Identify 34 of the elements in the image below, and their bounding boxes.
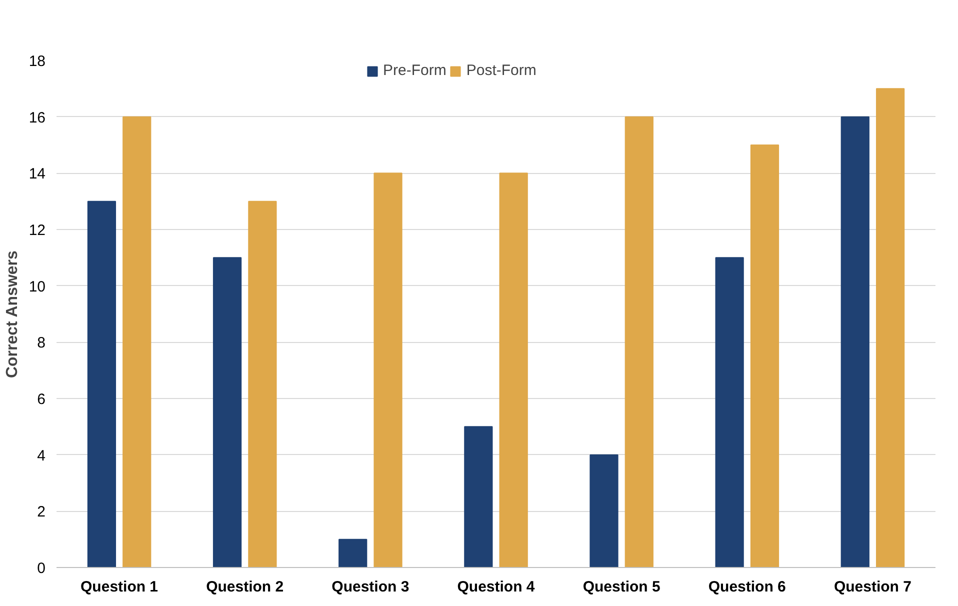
y-tick-label: 8 [37,334,46,352]
y-tick-label: 18 [28,53,46,70]
x-tick-label: Question 6 [708,578,786,596]
x-tick-label: Question 7 [834,578,912,596]
x-tick-label: Question 4 [457,578,536,596]
y-tick-label: 4 [37,447,46,464]
bar [122,116,152,568]
bar [248,200,277,568]
bar [624,116,654,568]
bar [87,200,116,568]
y-tick-label: 16 [28,109,46,126]
bar [750,144,780,568]
y-tick-label: 10 [28,278,46,296]
bar [876,88,905,568]
bar [840,116,870,568]
y-tick-label: 14 [28,166,46,183]
y-axis-title: Correct Answers [4,250,21,378]
bar [715,257,744,568]
legend-label: Pre-Form [383,62,446,79]
y-tick-label: 12 [28,222,46,239]
x-tick-label: Question 3 [332,578,410,596]
bar [338,538,368,568]
bar [374,172,402,568]
y-tick-label: 0 [37,560,46,577]
legend-label: Post-Form [466,62,536,79]
bar [499,172,528,568]
y-tick-label: 2 [37,504,46,521]
y-tick-label: 6 [37,391,46,408]
bar [212,257,242,568]
bar [590,454,618,568]
x-tick-label: Question 1 [80,578,158,596]
bar [464,426,493,568]
x-tick-label: Question 5 [582,578,660,596]
x-tick-label: Question 2 [206,578,284,596]
